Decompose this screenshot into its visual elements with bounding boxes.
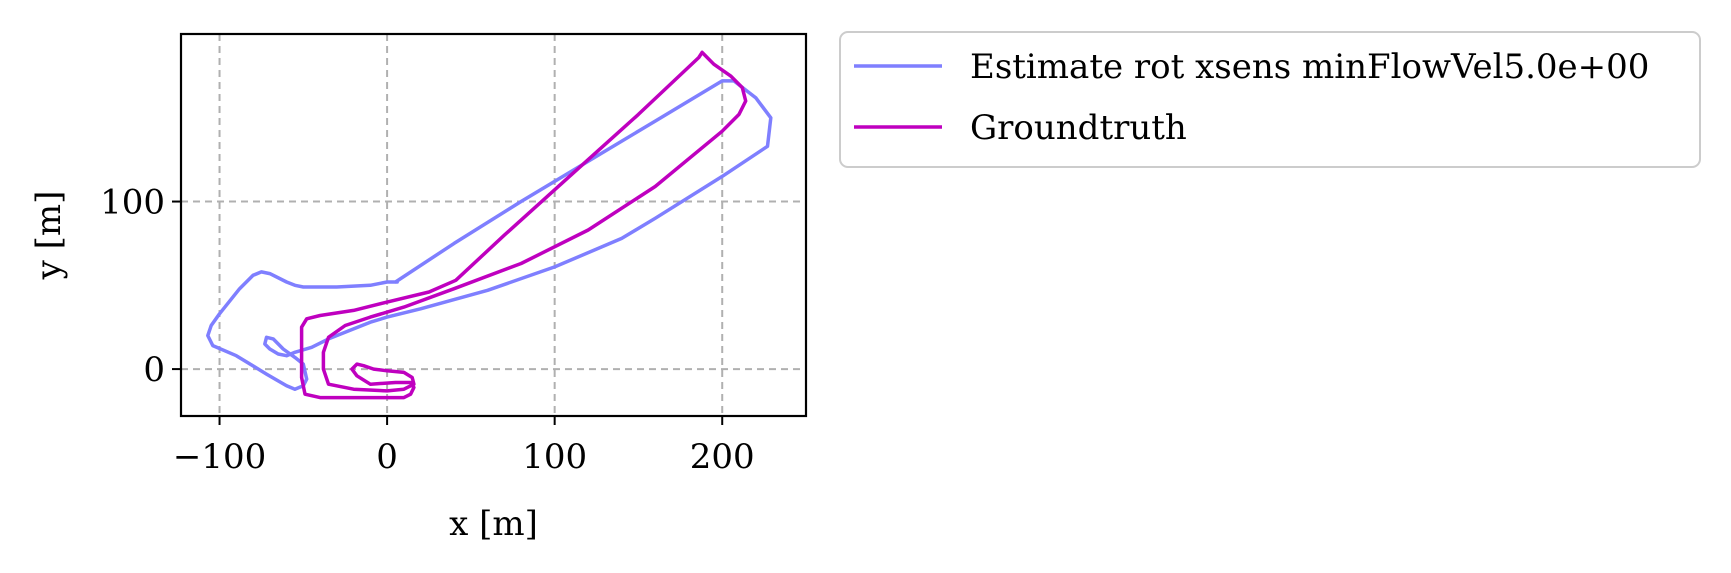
series-line-groundtruth <box>299 50 748 400</box>
series-layer <box>206 50 773 400</box>
x-tick-label: 0 <box>376 437 398 477</box>
series-line-estimate <box>206 79 773 391</box>
legend: Estimate rot xsens minFlowVel5.0e+00 Gro… <box>839 31 1701 168</box>
y-tick-label: 0 <box>143 350 165 390</box>
y-axis-label: y [m] <box>29 191 69 281</box>
legend-label-estimate: Estimate rot xsens minFlowVel5.0e+00 <box>970 47 1649 87</box>
x-axis-label: x [m] <box>449 504 538 544</box>
grid <box>181 34 806 416</box>
plot-frame <box>179 32 808 418</box>
legend-label-groundtruth: Groundtruth <box>970 108 1187 148</box>
legend-frame <box>839 31 1701 168</box>
x-tick-label: 200 <box>690 437 755 477</box>
x-tick-label: 100 <box>522 437 587 477</box>
ticks: −100 0 100 200 0 100 <box>100 183 755 477</box>
x-tick-label: −100 <box>173 437 266 477</box>
y-tick-label: 100 <box>100 183 165 223</box>
